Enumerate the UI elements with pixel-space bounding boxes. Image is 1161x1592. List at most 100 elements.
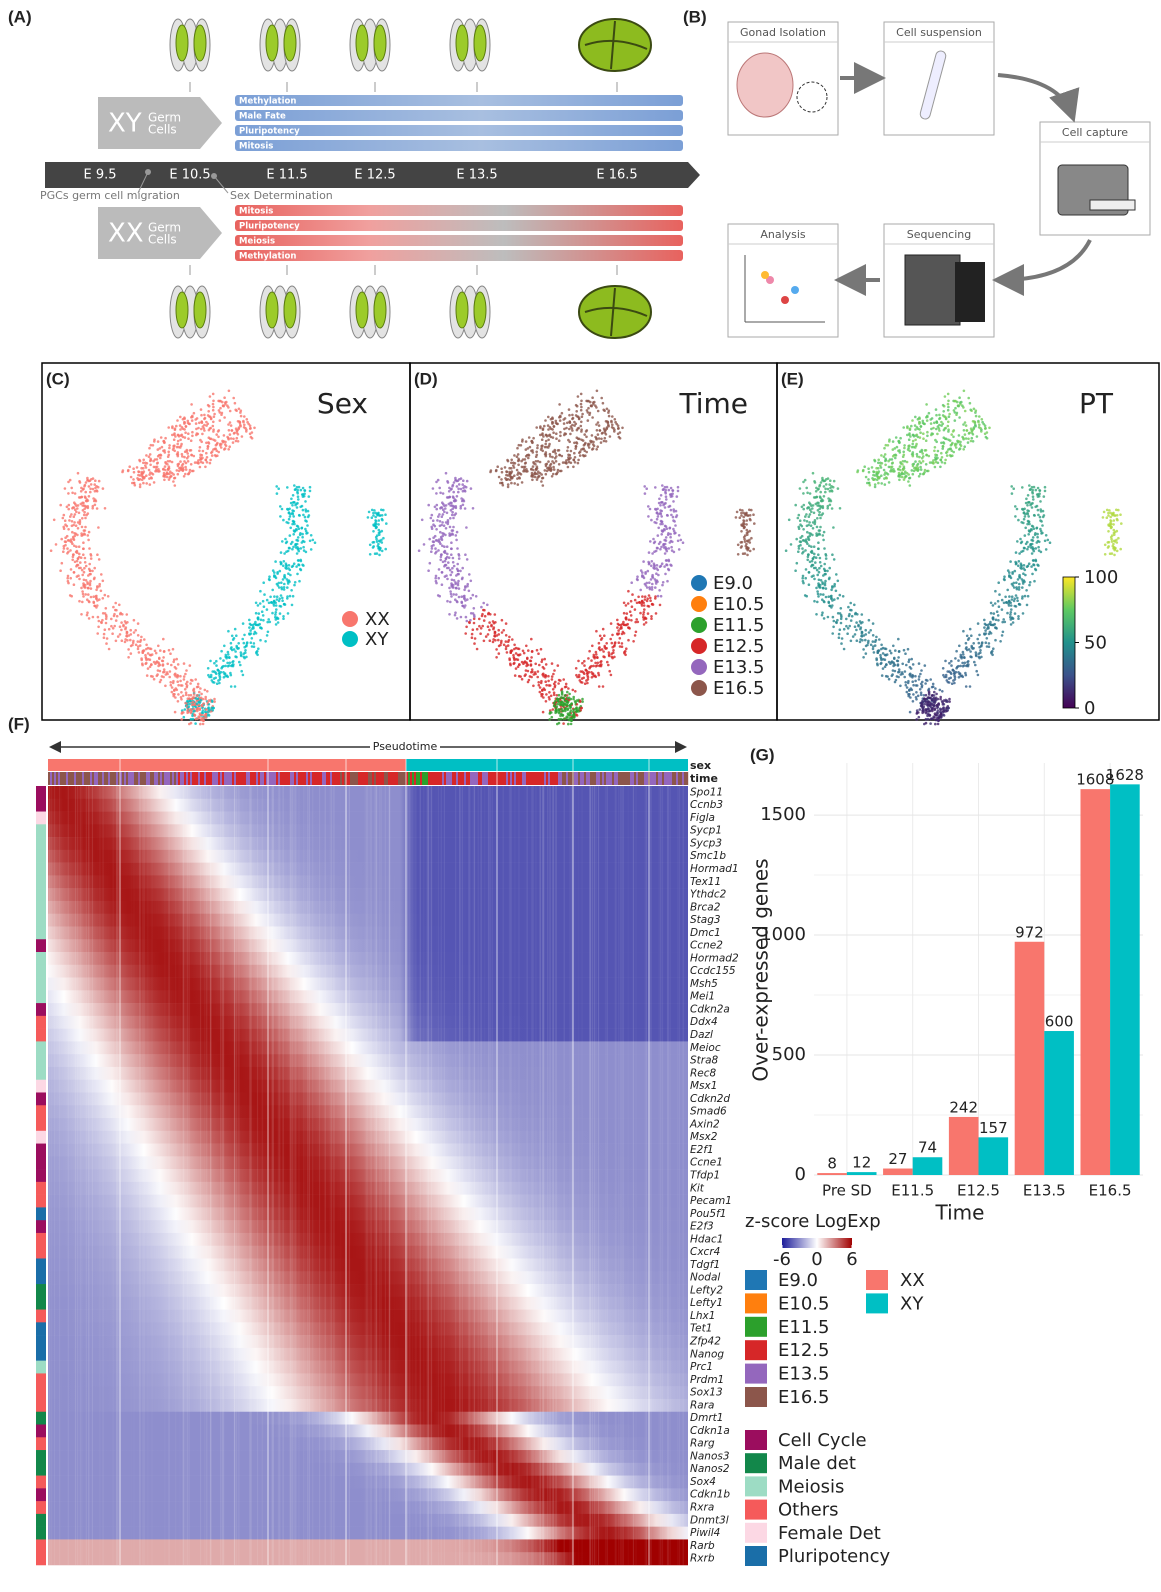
umap-point [553,702,556,705]
umap-point [578,674,581,677]
umap-point [505,634,508,637]
umap-point [478,625,481,628]
umap-point [551,456,554,459]
umap-point [189,682,192,685]
umap-point [119,613,122,616]
umap-point [950,660,953,663]
umap-point [219,657,222,660]
umap-point [456,617,459,620]
umap-point [219,678,222,681]
umap-point [945,674,948,677]
umap-point [175,687,178,690]
umap-point [443,511,446,514]
umap-point [611,424,614,427]
umap-point [530,671,533,674]
umap-point [213,415,216,418]
umap-point [817,488,820,491]
umap-point [548,443,551,446]
umap-point [650,519,653,522]
umap-point [649,540,652,543]
umap-point [593,445,596,448]
umap-point [668,527,671,530]
umap-point [752,548,755,551]
umap-point [805,595,808,598]
umap-point [513,474,516,477]
umap-point [1037,509,1040,512]
umap-point [1040,532,1043,535]
umap-point [173,477,176,480]
umap-point [1040,520,1043,523]
umap-point [664,492,667,495]
gonad [456,25,468,61]
umap-point [557,682,560,685]
umap-point [922,420,925,423]
umap-point [581,698,584,701]
umap-point [267,631,270,634]
umap-point [257,647,260,650]
umap-point [266,634,269,637]
umap-point [998,593,1001,596]
umap-point [746,533,749,536]
umap-point [950,455,953,458]
umap-point [939,696,942,699]
umap-point [925,439,928,442]
umap-point [925,463,928,466]
umap-point [522,662,525,665]
umap-point [276,583,279,586]
umap-point [277,621,280,624]
stage-label: E 11.5 [266,168,307,183]
umap-point [72,556,75,559]
umap-point [156,458,159,461]
umap-point [184,708,187,711]
umap-point [446,600,449,603]
umap-point [1017,615,1020,618]
umap-point [645,621,648,624]
umap-point [134,629,137,632]
umap-point [94,605,97,608]
umap-point [587,411,590,414]
umap-point [897,660,900,663]
umap-point [547,675,550,678]
umap-point [1016,508,1019,511]
umap-point [947,409,950,412]
umap-point [207,441,210,444]
umap-point [644,583,647,586]
umap-point [516,477,519,480]
umap-point [1027,515,1030,518]
umap-point [1020,567,1023,570]
umap-point [465,526,468,529]
umap-point [381,530,384,533]
umap-point [515,652,518,655]
umap-point [131,644,134,647]
umap-point [994,626,997,629]
umap-point [593,401,596,404]
umap-point [877,467,880,470]
umap-point [418,549,421,552]
umap-point [427,569,430,572]
umap-point [190,463,193,466]
umap-point [664,573,667,576]
umap-point [623,612,626,615]
umap-point [595,653,598,656]
umap-point [902,426,905,429]
umap-point [1016,588,1019,591]
umap-point [962,423,965,426]
umap-point [825,554,828,557]
umap-point [828,578,831,581]
umap-point [919,436,922,439]
umap-point [530,660,533,663]
umap-point [163,479,166,482]
umap-point [862,656,865,659]
umap-point [819,517,822,520]
umap-point [105,607,108,610]
umap-point [185,462,188,465]
umap-point [502,629,505,632]
umap-point [566,450,569,453]
umap-point [535,469,538,472]
umap-point [449,574,452,577]
umap-point [200,408,203,411]
umap-point [958,440,961,443]
umap-point [898,650,901,653]
umap-point [210,417,213,420]
umap-point [912,453,915,456]
